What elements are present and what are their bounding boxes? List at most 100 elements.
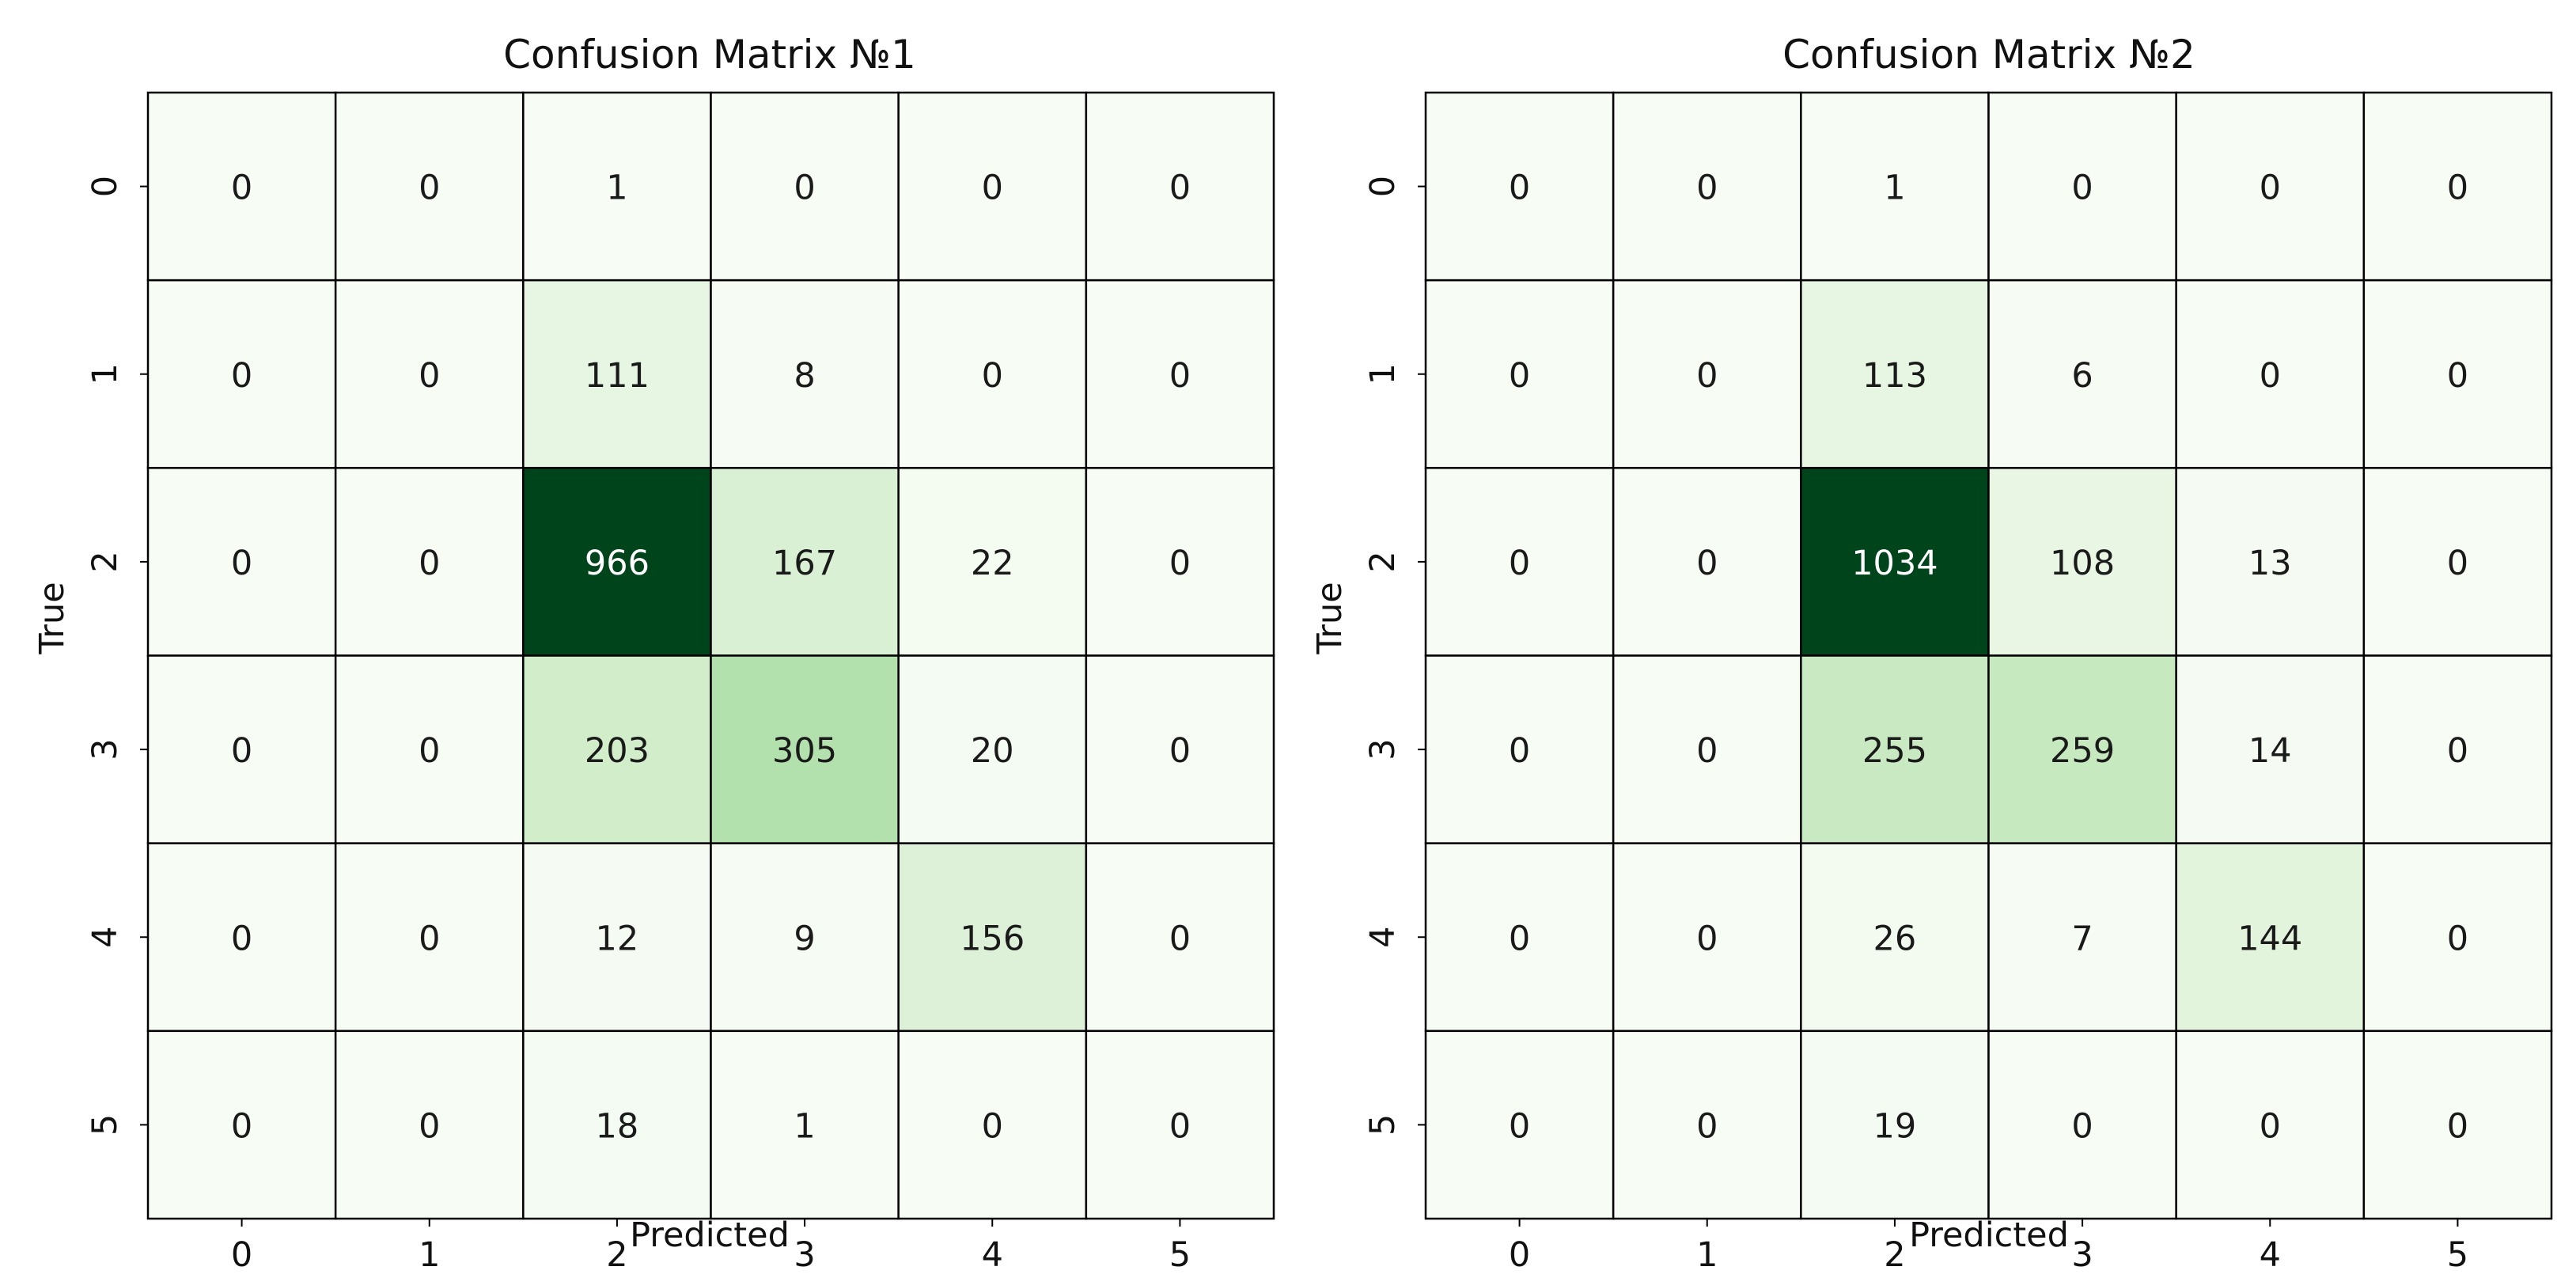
y-tick-label: 3 [85, 738, 125, 760]
heatmap-cell [1424, 654, 1615, 844]
heatmap-cell [334, 467, 525, 657]
cell-value-label: 0 [419, 544, 440, 583]
cell-value-label: 0 [1696, 544, 1718, 583]
heatmap-cell [1085, 654, 1275, 844]
heatmap-cell [522, 91, 712, 282]
cell-value-label: 0 [2260, 1106, 2281, 1146]
x-tick-label: 4 [982, 1235, 1003, 1275]
cell-value-label: 0 [1509, 356, 1530, 396]
cell-value-label: 0 [419, 731, 440, 771]
chart-1-title: Confusion Matrix №1 [503, 32, 916, 78]
y-tick-label: 1 [85, 363, 125, 385]
x-tick-label: 2 [1884, 1235, 1905, 1275]
heatmap-cell [1987, 279, 2177, 469]
heatmap-cell [1612, 279, 1802, 469]
heatmap-cell [522, 279, 712, 469]
heatmap-cell [2175, 842, 2366, 1033]
cell-value-label: 1 [606, 169, 627, 208]
cell-value-label: 0 [2447, 919, 2468, 958]
cell-value-label: 13 [2248, 544, 2292, 583]
heatmap-cell [146, 279, 337, 469]
cell-value-label: 0 [982, 1106, 1003, 1146]
heatmap-cell [1800, 842, 1990, 1033]
heatmap-cell [1424, 1030, 1615, 1220]
heatmap-cell [710, 1030, 900, 1220]
cell-value-label: 0 [2071, 169, 2093, 208]
heatmap-cell [1612, 467, 1802, 657]
cell-value-label: 19 [1873, 1106, 1917, 1146]
cell-value-label: 0 [419, 1106, 440, 1146]
cell-value-label: 0 [2447, 356, 2468, 396]
cell-value-label: 0 [1169, 731, 1191, 771]
heatmap-cell [710, 91, 900, 282]
heatmap-cell [1800, 467, 1990, 657]
x-tick-label: 3 [794, 1235, 815, 1275]
x-tick-label: 0 [1509, 1235, 1530, 1275]
y-tick-label: 0 [1363, 176, 1403, 197]
heatmap-cell [522, 654, 712, 844]
heatmap-cell [710, 279, 900, 469]
cell-value-label: 0 [982, 169, 1003, 208]
heatmap-cell [1424, 842, 1615, 1033]
y-tick-label: 2 [1363, 551, 1403, 572]
heatmap-cell [2362, 842, 2553, 1033]
heatmap-cell [1424, 467, 1615, 657]
heatmap-cell [146, 842, 337, 1033]
cell-value-label: 14 [2248, 731, 2292, 771]
cell-value-label: 0 [1169, 919, 1191, 958]
cell-value-label: 167 [772, 544, 837, 583]
heatmap-cell [334, 842, 525, 1033]
cell-value-label: 0 [1169, 1106, 1191, 1146]
cell-value-label: 12 [596, 919, 639, 958]
y-tick-label: 4 [85, 927, 125, 948]
heatmap-cell [1424, 279, 1615, 469]
x-tick-label: 2 [606, 1235, 627, 1275]
heatmap-cell [2362, 654, 2553, 844]
cell-value-label: 0 [1696, 731, 1718, 771]
cell-value-label: 0 [1696, 1106, 1718, 1146]
cell-value-label: 0 [2260, 169, 2281, 208]
heatmap-cell [2175, 1030, 2366, 1220]
heatmap-cell [1085, 1030, 1275, 1220]
cell-value-label: 0 [1509, 731, 1530, 771]
cell-value-label: 0 [1509, 544, 1530, 583]
cell-value-label: 0 [1169, 169, 1191, 208]
x-tick-label: 1 [419, 1235, 440, 1275]
heatmap-cell [334, 279, 525, 469]
chart-2-ylabel: True [1310, 582, 1350, 654]
cell-value-label: 18 [596, 1106, 639, 1146]
cell-value-label: 22 [971, 544, 1014, 583]
cell-value-label: 255 [1862, 731, 1927, 771]
x-tick-label: 5 [2447, 1235, 2468, 1275]
heatmap-cell [897, 1030, 1088, 1220]
heatmap-cell [334, 91, 525, 282]
cell-value-label: 0 [2260, 356, 2281, 396]
cell-value-label: 0 [419, 919, 440, 958]
cell-value-label: 0 [231, 1106, 252, 1146]
y-tick-label: 3 [1363, 738, 1403, 760]
y-tick-label: 1 [1363, 363, 1403, 385]
cell-value-label: 0 [982, 356, 1003, 396]
heatmap-cell [146, 1030, 337, 1220]
cell-value-label: 0 [2071, 1106, 2093, 1146]
heatmap-cell [1085, 842, 1275, 1033]
cell-value-label: 0 [419, 169, 440, 208]
cell-value-label: 1034 [1851, 544, 1938, 583]
cell-value-label: 0 [2447, 169, 2468, 208]
heatmap-cell [1987, 1030, 2177, 1220]
chart-2-cells: 0 0 1 0 0 0 0 0 113 6 0 0 0 0 1034 108 13 0 0 0 255 259 14 0 0 0 2… [1424, 91, 2553, 1220]
heatmap-cell [1987, 654, 2177, 844]
y-tick-label: 2 [85, 551, 125, 572]
cell-value-label: 259 [2050, 731, 2115, 771]
heatmap-cell [710, 654, 900, 844]
cell-value-label: 305 [772, 731, 837, 771]
heatmap-cell [897, 654, 1088, 844]
cell-value-label: 20 [971, 731, 1014, 771]
heatmap-cell [1987, 467, 2177, 657]
chart-1-cells: 0 0 1 0 0 0 0 0 111 8 0 0 0 0 966 167 22 0 0 0 203 305 20 0 0 0 12… [146, 91, 1275, 1220]
cell-value-label: 0 [1169, 544, 1191, 583]
heatmap-cell [2362, 91, 2553, 282]
cell-value-label: 6 [2071, 356, 2093, 396]
